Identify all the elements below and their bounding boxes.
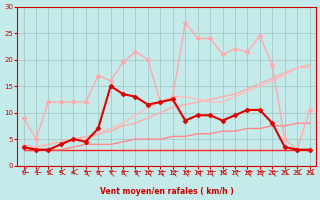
X-axis label: Vent moyen/en rafales ( km/h ): Vent moyen/en rafales ( km/h )	[100, 187, 234, 196]
